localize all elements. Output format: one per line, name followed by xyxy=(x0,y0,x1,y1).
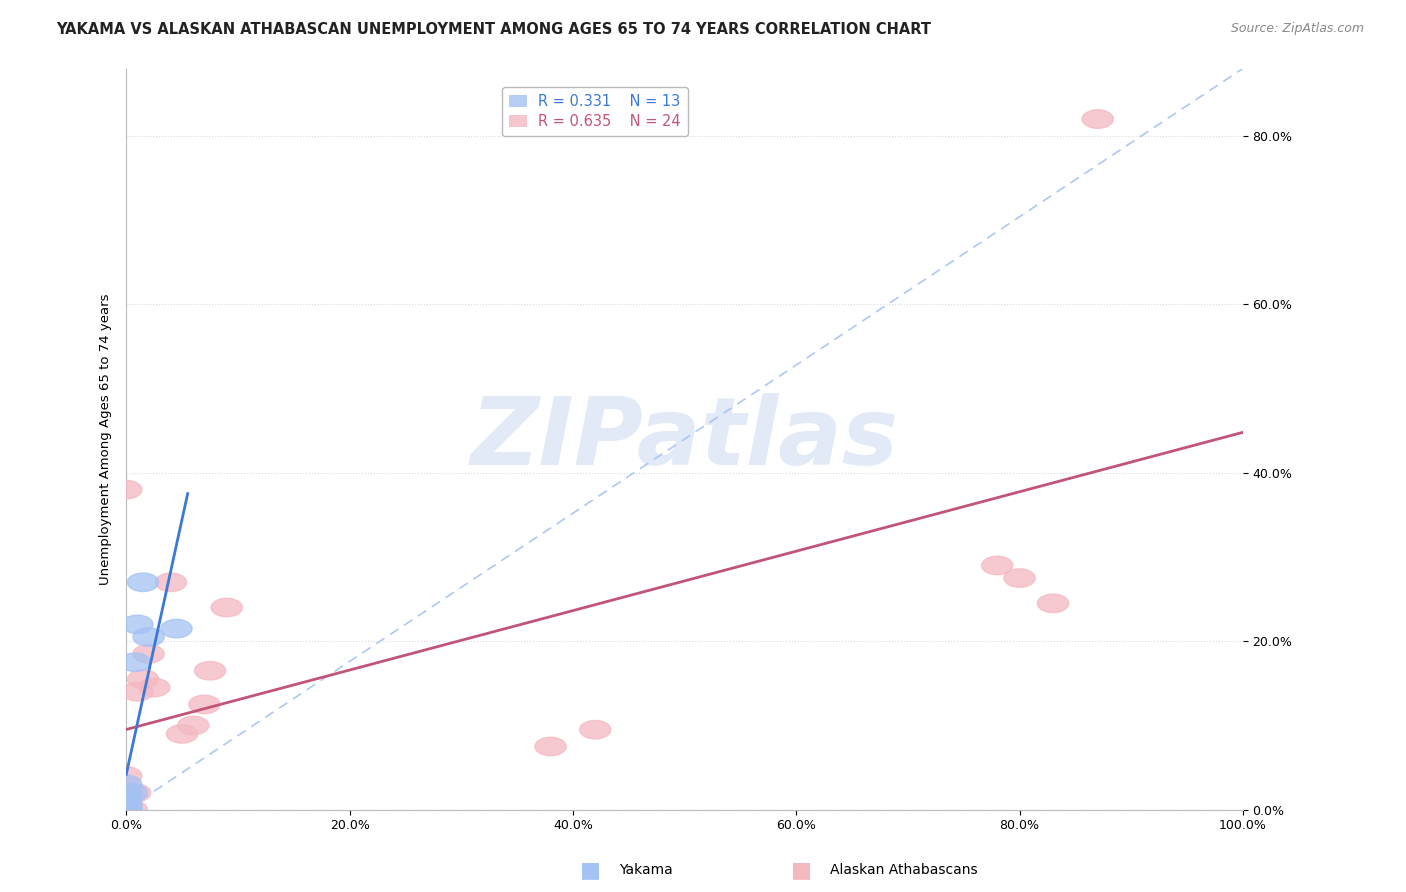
Ellipse shape xyxy=(1038,594,1069,613)
Ellipse shape xyxy=(122,615,153,633)
Ellipse shape xyxy=(128,670,159,689)
Ellipse shape xyxy=(111,800,142,819)
Text: Alaskan Athabascans: Alaskan Athabascans xyxy=(830,863,977,877)
Ellipse shape xyxy=(111,797,142,814)
Ellipse shape xyxy=(211,599,242,616)
Ellipse shape xyxy=(111,800,142,819)
Ellipse shape xyxy=(111,767,142,785)
Ellipse shape xyxy=(579,721,610,739)
Text: Source: ZipAtlas.com: Source: ZipAtlas.com xyxy=(1230,22,1364,36)
Ellipse shape xyxy=(122,682,153,701)
Text: ■: ■ xyxy=(581,860,600,880)
Y-axis label: Unemployment Among Ages 65 to 74 years: Unemployment Among Ages 65 to 74 years xyxy=(100,293,112,585)
Ellipse shape xyxy=(188,695,221,714)
Ellipse shape xyxy=(139,678,170,697)
Ellipse shape xyxy=(111,797,142,814)
Ellipse shape xyxy=(120,653,150,672)
Ellipse shape xyxy=(117,783,148,802)
Ellipse shape xyxy=(1004,569,1035,587)
Ellipse shape xyxy=(111,481,142,499)
Ellipse shape xyxy=(111,792,142,811)
Ellipse shape xyxy=(111,792,142,811)
Ellipse shape xyxy=(111,775,142,794)
Ellipse shape xyxy=(134,645,165,663)
Text: Yakama: Yakama xyxy=(619,863,672,877)
Text: YAKAMA VS ALASKAN ATHABASCAN UNEMPLOYMENT AMONG AGES 65 TO 74 YEARS CORRELATION : YAKAMA VS ALASKAN ATHABASCAN UNEMPLOYMEN… xyxy=(56,22,931,37)
Ellipse shape xyxy=(194,662,225,680)
Ellipse shape xyxy=(177,716,209,735)
Ellipse shape xyxy=(117,800,148,819)
Legend: R = 0.331    N = 13, R = 0.635    N = 24: R = 0.331 N = 13, R = 0.635 N = 24 xyxy=(502,87,689,136)
Ellipse shape xyxy=(111,783,142,802)
Ellipse shape xyxy=(128,573,159,591)
Ellipse shape xyxy=(534,738,567,756)
Ellipse shape xyxy=(160,619,193,638)
Text: ■: ■ xyxy=(792,860,811,880)
Ellipse shape xyxy=(166,724,198,743)
Ellipse shape xyxy=(155,573,187,591)
Ellipse shape xyxy=(120,783,150,802)
Ellipse shape xyxy=(134,628,165,647)
Ellipse shape xyxy=(111,800,142,819)
Ellipse shape xyxy=(981,557,1012,574)
Ellipse shape xyxy=(111,783,142,802)
Ellipse shape xyxy=(111,800,142,819)
Text: ZIPatlas: ZIPatlas xyxy=(471,393,898,485)
Ellipse shape xyxy=(1083,110,1114,128)
